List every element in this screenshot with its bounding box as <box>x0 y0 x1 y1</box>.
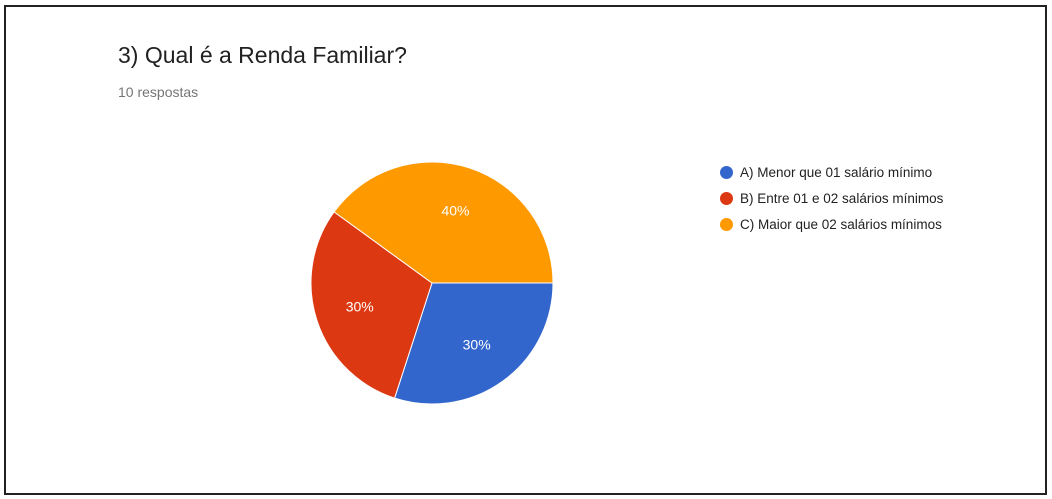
legend-item-c[interactable]: C) Maior que 02 salários mínimos <box>720 211 943 237</box>
response-count: 10 respostas <box>118 84 199 100</box>
legend-label-b: B) Entre 01 e 02 salários mínimos <box>740 190 944 206</box>
pie-slice-a[interactable] <box>393 282 554 405</box>
legend-item-a[interactable]: A) Menor que 01 salário mínimo <box>720 159 943 185</box>
pie-slice-b[interactable] <box>310 211 433 399</box>
legend-label-c: C) Maior que 02 salários mínimos <box>740 216 942 232</box>
slice-label-b: 30% <box>346 298 374 314</box>
legend-swatch-a <box>720 165 733 179</box>
legend-label-a: A) Menor que 01 salário mínimo <box>740 164 933 180</box>
pie-slice-c[interactable] <box>333 161 554 284</box>
legend-swatch-c <box>720 217 733 231</box>
legend-swatch-b <box>720 191 733 205</box>
slice-label-c: 40% <box>441 203 469 219</box>
question-title: 3) Qual é a Renda Familiar? <box>118 42 407 68</box>
slice-label-a: 30% <box>463 336 491 352</box>
legend-item-b[interactable]: B) Entre 01 e 02 salários mínimos <box>720 185 943 211</box>
chart-legend: A) Menor que 01 salário mínimo B) Entre … <box>720 159 943 237</box>
